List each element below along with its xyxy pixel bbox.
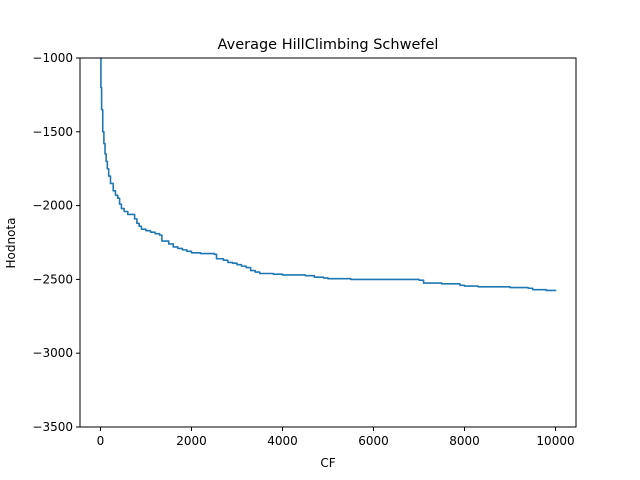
x-tick-label: 6000	[358, 434, 389, 448]
y-tick-label: −2500	[32, 272, 73, 286]
axis-ticks: 0 2000 4000 6000 8000 10000 −1000 −1500 −2000 −25…	[32, 51, 574, 448]
x-tick-label: 8000	[449, 434, 480, 448]
y-tick-label: −1500	[32, 125, 73, 139]
y-tick-label: −2000	[32, 199, 73, 213]
axes-frame	[79, 57, 577, 428]
chart-title: Average HillClimbing Schwefel	[218, 37, 439, 53]
x-tick-label: 2000	[176, 434, 207, 448]
y-tick-label: −3500	[32, 420, 73, 434]
y-tick-label: −1000	[32, 51, 73, 65]
x-tick-label: 0	[97, 434, 105, 448]
x-tick-label: 4000	[267, 434, 298, 448]
y-axis-label: Hodnota	[4, 218, 18, 269]
plot-area	[79, 57, 577, 428]
x-axis-label: CF	[320, 456, 335, 470]
y-tick-label: −3000	[32, 346, 73, 360]
series-line-0	[100, 57, 557, 292]
x-tick-label: 10000	[536, 434, 574, 448]
